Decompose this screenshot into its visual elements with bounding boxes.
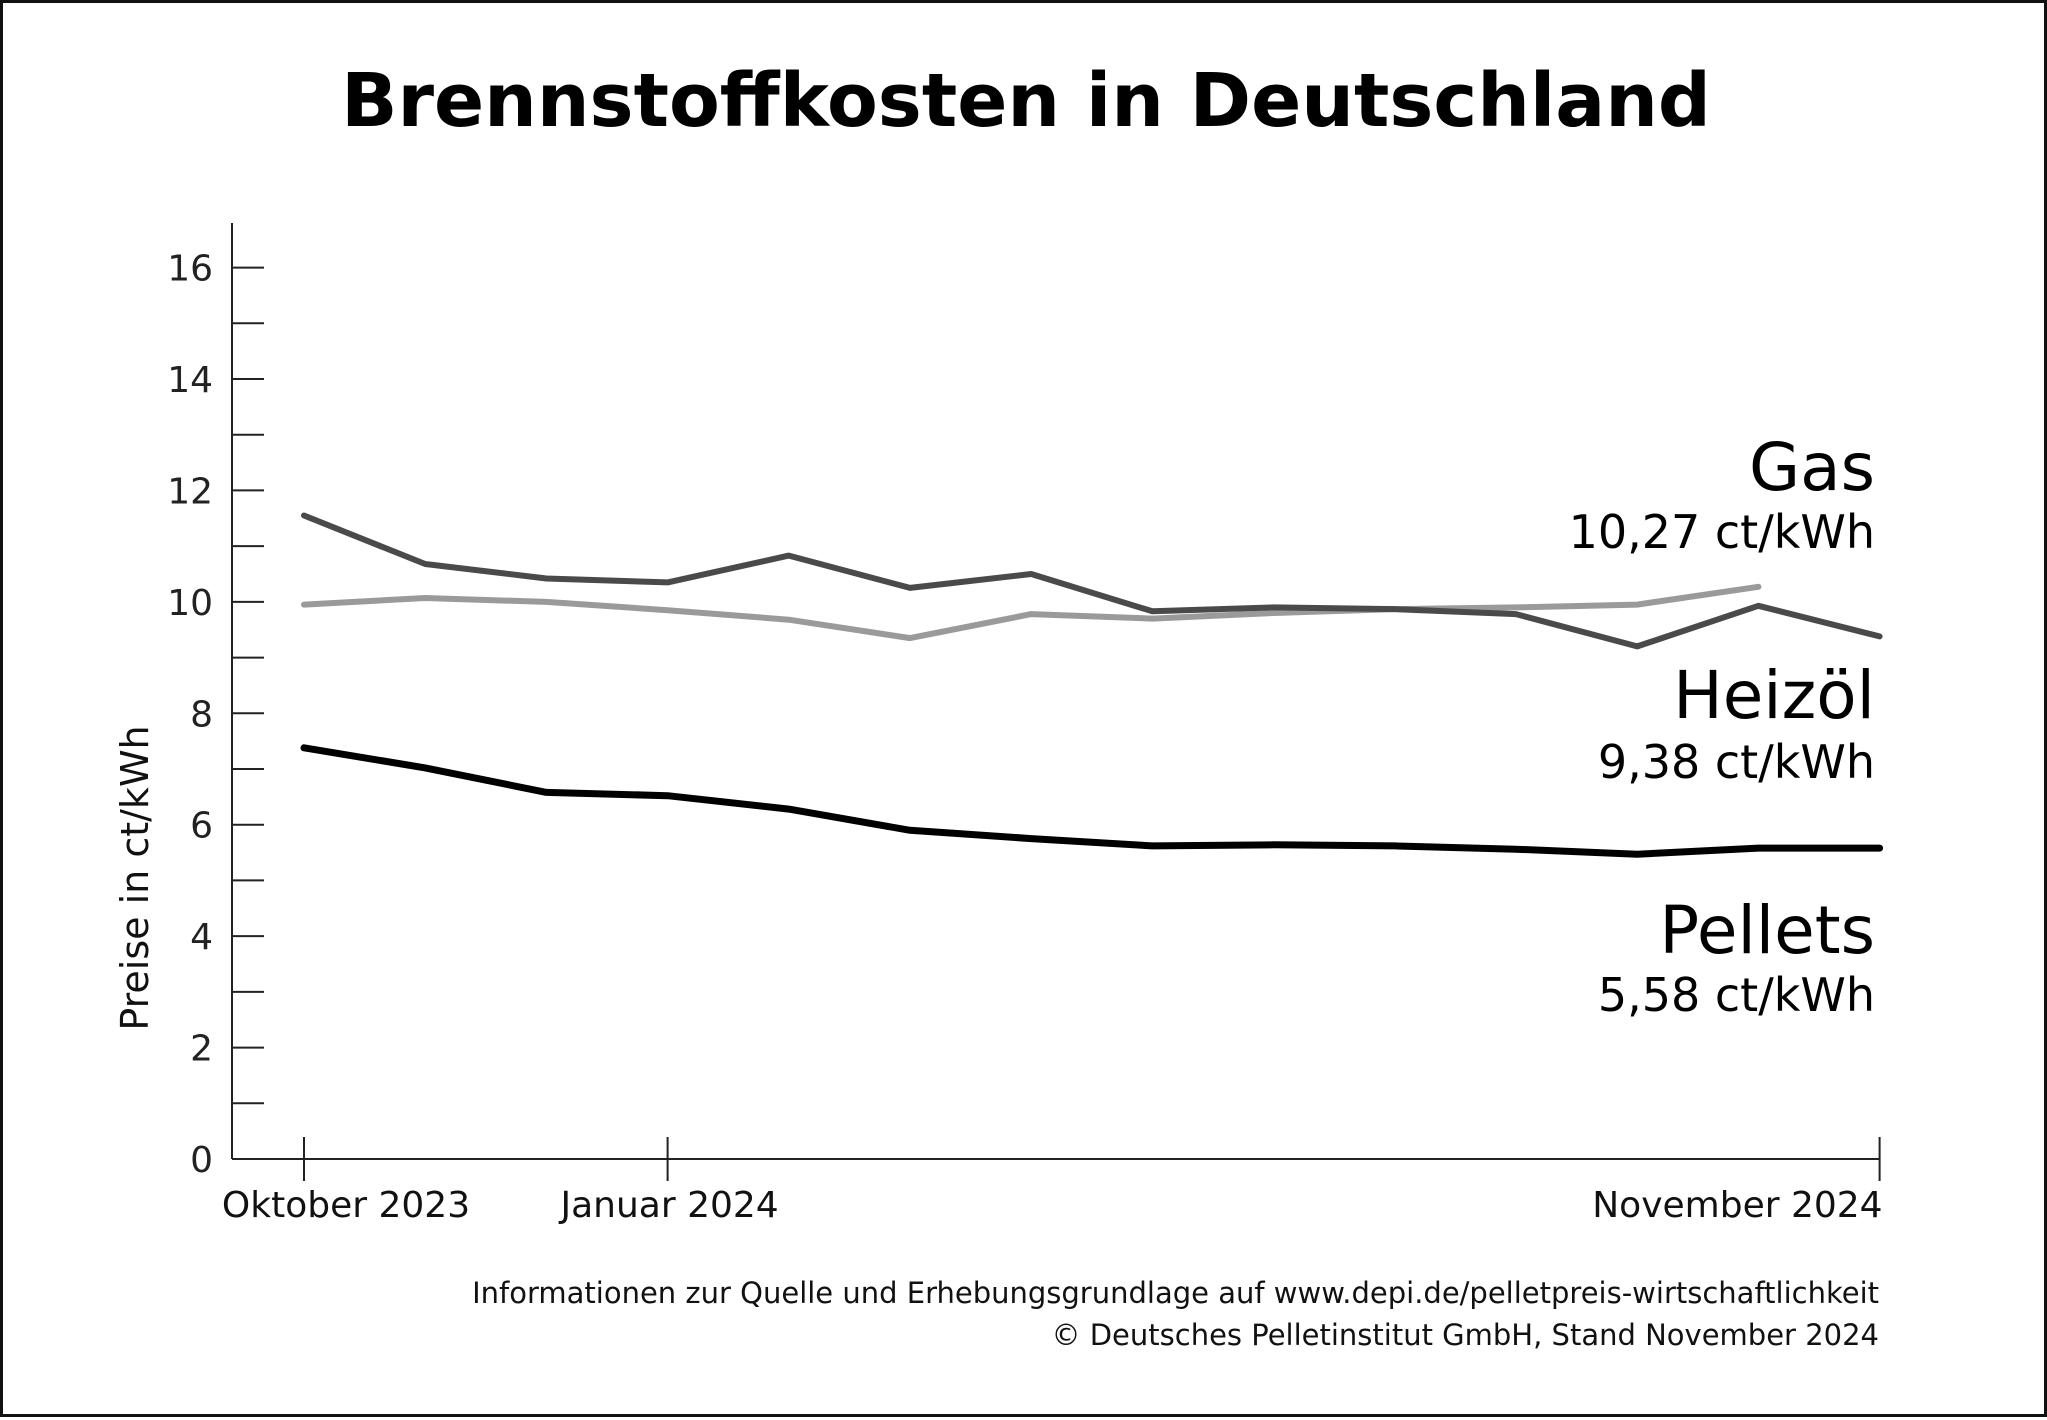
y-tick-label: 4 (190, 917, 213, 958)
line-chart: Brennstoffkosten in Deutschland 0 2 4 6 8 10 1… (113, 58, 1884, 1352)
y-tick-label: 12 (167, 471, 213, 512)
x-axis: Oktober 2023 Januar 2024 November 2024 (222, 1137, 1883, 1226)
series-label-gas: Gas (1749, 429, 1875, 506)
y-axis-title: Preise in ct/kWh (113, 725, 157, 1030)
y-tick-label: 16 (167, 249, 213, 290)
chart-title: Brennstoffkosten in Deutschland (341, 58, 1711, 144)
series-value-heizoel: 9,38 ct/kWh (1598, 735, 1875, 789)
y-tick-label: 10 (167, 583, 213, 624)
series-value-gas: 10,27 ct/kWh (1569, 505, 1875, 559)
series-label-heizoel: Heizöl (1673, 657, 1875, 734)
series-value-pellets: 5,58 ct/kWh (1598, 968, 1875, 1022)
y-tick-label: 6 (190, 806, 213, 847)
x-tick-label: Oktober 2023 (222, 1185, 470, 1226)
source-note: Informationen zur Quelle und Erhebungsgr… (472, 1276, 1879, 1310)
series-line-gas (301, 583, 1762, 642)
series-label-pellets: Pellets (1659, 892, 1875, 969)
x-tick-label: November 2024 (1592, 1185, 1882, 1226)
y-tick-label: 8 (190, 694, 213, 735)
series-labels: Gas 10,27 ct/kWh Heizöl 9,38 ct/kWh Pell… (1569, 429, 1875, 1022)
y-tick-label: 0 (190, 1140, 213, 1181)
series-line-heizoel (301, 512, 1883, 650)
y-tick-label: 14 (167, 360, 213, 401)
series-lines (300, 512, 1884, 858)
y-tick-label: 2 (190, 1029, 213, 1070)
y-axis: 0 2 4 6 8 10 12 14 16 (167, 223, 264, 1181)
x-tick-label: Januar 2024 (558, 1185, 778, 1226)
series-line-pellets (300, 744, 1884, 858)
copyright-note: © Deutsches Pelletinstitut GmbH, Stand N… (1052, 1318, 1880, 1352)
